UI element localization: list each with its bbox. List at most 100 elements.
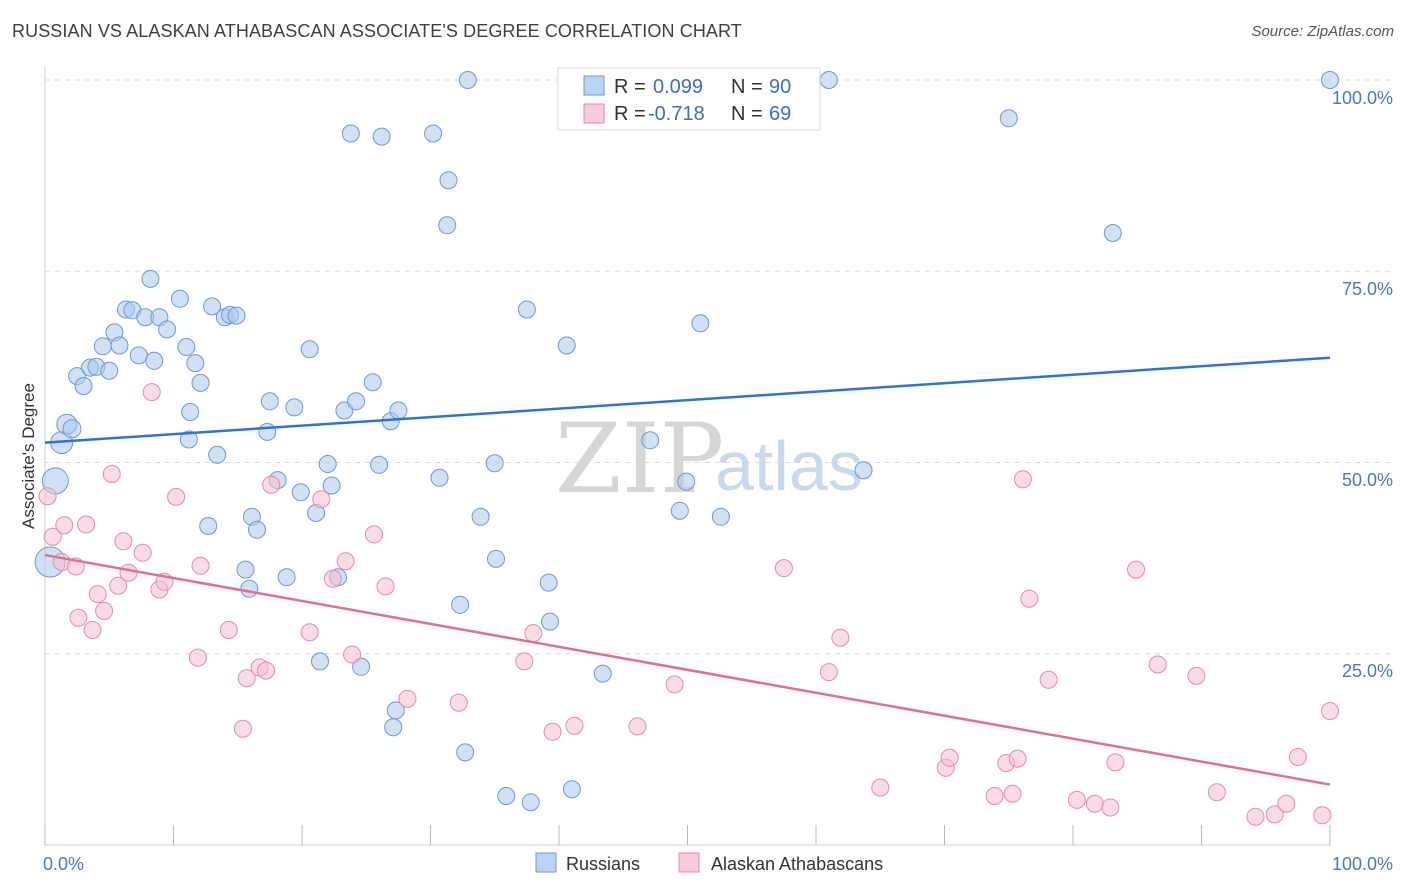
athabascans-point bbox=[323, 569, 342, 588]
russians-point bbox=[258, 422, 277, 441]
tick-labels: 100.0% 75.0% 50.0% 25.0% 0.0% 100.0% bbox=[43, 88, 1393, 874]
athabascans-point bbox=[219, 621, 238, 639]
russians-point bbox=[471, 507, 490, 526]
bottom-legend: Russians Alaskan Athabascans bbox=[535, 852, 883, 874]
trend-lines bbox=[44, 356, 1331, 786]
russians-point bbox=[177, 338, 196, 356]
athabascans-point bbox=[985, 787, 1004, 805]
chart-title: RUSSIAN VS ALASKAN ATHABASCAN ASSOCIATE'… bbox=[12, 21, 742, 41]
russians-point bbox=[203, 297, 222, 316]
athabascans-point bbox=[1013, 470, 1032, 489]
athabascans-point bbox=[43, 527, 62, 546]
athabascans-point bbox=[515, 652, 534, 671]
athabascans-point bbox=[1321, 702, 1339, 721]
athabascans-point bbox=[191, 556, 210, 575]
russians-point bbox=[691, 314, 710, 333]
russians-point bbox=[517, 300, 536, 319]
russians-point bbox=[557, 336, 576, 355]
russians-point bbox=[819, 71, 838, 89]
russians-point bbox=[208, 445, 227, 464]
athabascans-point bbox=[300, 623, 319, 642]
legend-n-athabascans: 69 bbox=[769, 103, 791, 125]
russians-point bbox=[641, 431, 660, 450]
athabascans-point bbox=[119, 563, 138, 582]
russians-point bbox=[300, 340, 319, 359]
russians-point bbox=[179, 430, 198, 449]
y-tick-100: 100.0% bbox=[1332, 88, 1393, 108]
athabascans-point bbox=[69, 608, 88, 627]
athabascans-point bbox=[77, 515, 96, 534]
watermark-zip: ZIP bbox=[555, 403, 724, 515]
legend-r-label-athabascans: R = bbox=[614, 103, 646, 125]
y-tick-75: 75.0% bbox=[1342, 279, 1393, 299]
legend-swatch-athabascans bbox=[583, 103, 605, 124]
russians-point bbox=[110, 336, 129, 355]
russians-point bbox=[74, 377, 93, 395]
athabascans-point bbox=[819, 663, 838, 682]
russians-point bbox=[186, 354, 205, 373]
russians-point bbox=[236, 560, 255, 579]
athabascans-point bbox=[1003, 784, 1022, 803]
russians-point bbox=[318, 455, 337, 473]
russians-point bbox=[145, 351, 164, 370]
russians-point bbox=[439, 171, 458, 190]
legend-n-label-athabascans: N = bbox=[731, 103, 763, 125]
athabascans-point bbox=[1246, 807, 1265, 826]
legend-n-russians: 90 bbox=[769, 76, 791, 98]
athabascans-point bbox=[1265, 805, 1284, 824]
y-axis-label: Associate's Degree bbox=[19, 383, 38, 529]
russians-point bbox=[341, 124, 360, 143]
russians-point bbox=[260, 392, 279, 411]
bottom-legend-athabascans: Alaskan Athabascans bbox=[711, 854, 883, 874]
athabascans-point bbox=[1127, 560, 1145, 579]
athabascans-points bbox=[38, 383, 1339, 826]
athabascans-point bbox=[312, 490, 331, 509]
athabascans-point bbox=[1008, 749, 1027, 768]
russians-point bbox=[593, 664, 612, 683]
athabascans-point bbox=[1020, 589, 1039, 608]
athabascans-point bbox=[774, 559, 793, 578]
russians-point bbox=[539, 573, 558, 592]
athabascans-point bbox=[114, 532, 133, 551]
athabascans-trend-line bbox=[44, 553, 1331, 786]
y-tick-50: 50.0% bbox=[1342, 470, 1393, 490]
athabascans-point bbox=[1085, 794, 1104, 813]
athabascans-point bbox=[1313, 806, 1332, 825]
russians-trend-line bbox=[44, 356, 1331, 444]
legend-r-athabascans: -0.718 bbox=[648, 103, 705, 125]
athabascans-point bbox=[940, 748, 959, 767]
athabascans-point bbox=[83, 621, 102, 639]
russians-point bbox=[451, 595, 470, 614]
russians-point bbox=[322, 476, 341, 495]
athabascans-point bbox=[1039, 670, 1058, 689]
athabascans-point bbox=[1101, 798, 1120, 817]
russians-point bbox=[711, 507, 730, 526]
watermark-atlas: atlas bbox=[715, 427, 863, 505]
russians-point bbox=[384, 718, 403, 737]
russians-point bbox=[62, 419, 82, 439]
russians-point bbox=[352, 657, 371, 676]
athabascans-point bbox=[142, 383, 161, 402]
legend-r-russians: 0.099 bbox=[653, 76, 703, 98]
bottom-legend-swatch-russians bbox=[535, 852, 557, 873]
russians-point bbox=[191, 373, 210, 392]
russians-point bbox=[370, 455, 389, 474]
x-tick-0: 0.0% bbox=[43, 854, 84, 874]
watermark: ZIP atlas bbox=[555, 403, 863, 515]
bottom-legend-swatch-athabascans bbox=[678, 852, 700, 873]
russians-point bbox=[129, 346, 148, 365]
legend-r-label-russians: R = bbox=[614, 76, 646, 98]
athabascans-point bbox=[1187, 666, 1206, 685]
athabascans-point bbox=[109, 576, 128, 595]
athabascans-point bbox=[336, 552, 355, 571]
russians-point bbox=[100, 361, 119, 380]
athabascans-point bbox=[628, 717, 647, 736]
legend-n-label-russians: N = bbox=[731, 76, 763, 98]
russians-point bbox=[311, 652, 329, 671]
athabascans-point bbox=[365, 525, 383, 544]
athabascans-point bbox=[1288, 748, 1307, 766]
russians-point bbox=[158, 320, 177, 339]
source-credit: Source: ZipAtlas.com bbox=[1251, 23, 1394, 40]
athabascans-point bbox=[665, 675, 684, 694]
russians-point bbox=[93, 337, 112, 356]
